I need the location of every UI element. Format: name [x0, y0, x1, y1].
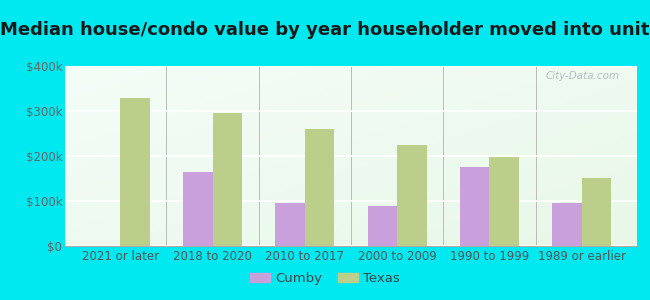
Bar — [460, 167, 489, 246]
Bar — [397, 145, 426, 246]
Bar — [552, 203, 582, 246]
Legend: Cumby, Texas: Cumby, Texas — [245, 267, 405, 290]
Text: City-Data.com: City-Data.com — [546, 71, 620, 81]
Bar — [120, 98, 150, 246]
Bar — [368, 206, 397, 246]
Bar — [489, 157, 519, 246]
Bar — [276, 203, 305, 246]
Bar — [183, 172, 213, 246]
Bar — [582, 178, 611, 246]
Bar — [213, 113, 242, 246]
Bar — [305, 129, 334, 246]
Text: Median house/condo value by year householder moved into unit: Median house/condo value by year househo… — [0, 21, 650, 39]
